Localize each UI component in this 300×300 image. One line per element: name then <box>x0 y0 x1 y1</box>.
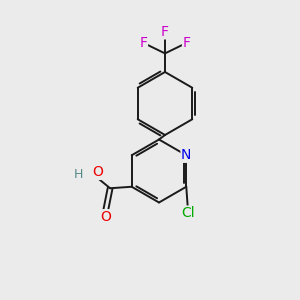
Text: F: F <box>161 25 169 39</box>
Text: F: F <box>140 36 147 50</box>
Text: Cl: Cl <box>181 206 195 220</box>
Text: O: O <box>100 210 111 224</box>
Text: N: N <box>181 148 191 162</box>
Text: F: F <box>183 36 190 50</box>
Text: O: O <box>92 165 103 179</box>
Text: H: H <box>73 168 83 181</box>
